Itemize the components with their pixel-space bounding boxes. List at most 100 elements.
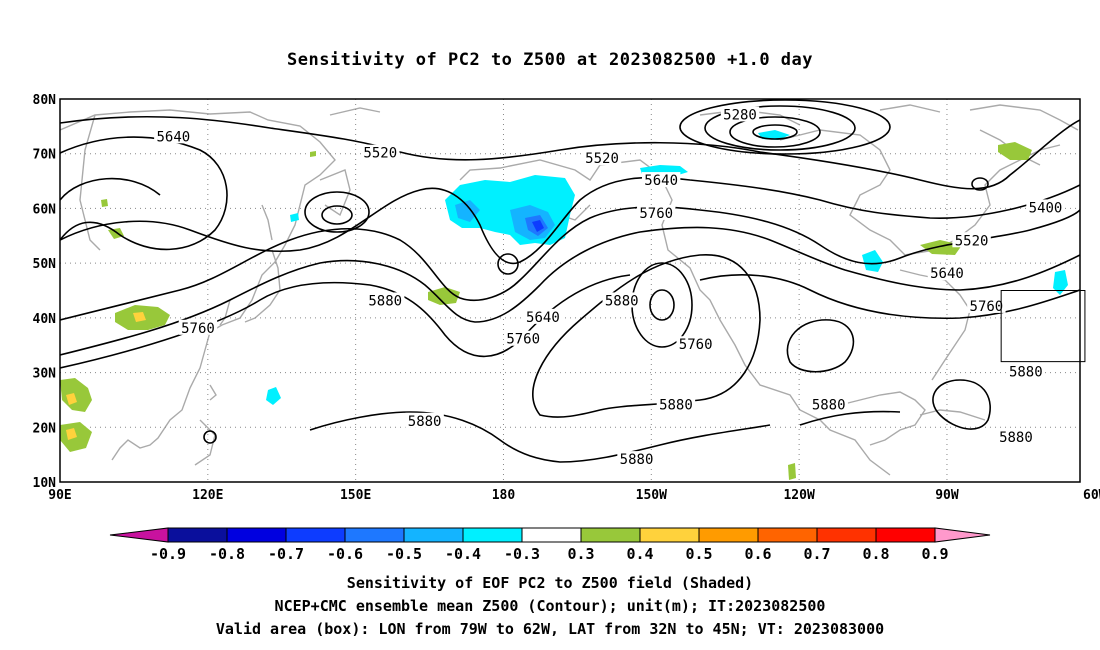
contour-label: 5880 (1009, 365, 1043, 381)
colorbar-high-arrow (934, 527, 991, 543)
x-tick-label: 150E (340, 488, 371, 503)
y-tick-label: 80N (33, 93, 57, 108)
colorbar-label: -0.7 (268, 545, 304, 563)
colorbar-label: -0.6 (327, 545, 363, 563)
shaded-sensitivity (60, 130, 1068, 480)
contour-5400 (971, 177, 989, 191)
sensitivity-patch (108, 228, 124, 239)
footer-line-2: NCEP+CMC ensemble mean Z500 (Contour); u… (274, 597, 826, 615)
colorbar-swatch (757, 527, 818, 543)
y-tick-label: 20N (33, 421, 57, 436)
x-tick-label: 60W (1083, 488, 1100, 503)
sensitivity-map: 5280 5640 5520 5520 5640 5760 5400 5520 5640 5760… (33, 93, 1100, 563)
sensitivity-patch (66, 428, 77, 440)
contour-5520 (304, 191, 370, 233)
contour-labels: 5280 5640 5520 5520 5640 5760 5400 5520 5640 5760… (154, 106, 1065, 468)
contour-label-bg (720, 106, 760, 122)
contour-label: 5520 (363, 146, 397, 162)
colorbar-low-arrow (109, 527, 169, 543)
contour-5880 (532, 254, 761, 418)
colorbar-swatch (403, 527, 464, 543)
contour-label-bg (676, 336, 715, 352)
contour-5640 (60, 136, 228, 251)
colorbar-label: 0.4 (626, 545, 653, 563)
contour-5520 (321, 205, 353, 225)
contour-label: 5640 (644, 173, 678, 189)
colorbar-swatch (816, 527, 877, 543)
plot-title: Sensitivity of PC2 to Z500 at 2023082500… (286, 50, 813, 70)
contour-label: 5520 (585, 151, 619, 167)
contour-label-bg (637, 204, 676, 220)
z500-contours (60, 99, 1080, 463)
sensitivity-patch (532, 220, 544, 232)
colorbar-swatch (462, 527, 523, 543)
contour-label: 5760 (679, 337, 713, 353)
x-tick-label: 120E (192, 488, 223, 503)
contour-5640 (60, 206, 1080, 321)
contour-label-bg (656, 396, 696, 412)
contour-label: 5880 (999, 430, 1033, 446)
x-tick-label: 90E (48, 488, 71, 503)
contour-5520 (704, 105, 856, 151)
contour-5520 (60, 115, 1080, 190)
colorbar-label: -0.4 (445, 545, 481, 563)
colorbar-swatch (167, 527, 228, 543)
contour-label-bg (602, 292, 641, 308)
contour-label: 5640 (930, 266, 964, 282)
contour-label: 5880 (812, 397, 846, 413)
sensitivity-patch (60, 378, 92, 412)
colorbar: -0.9 -0.8 -0.7 -0.6 -0.5 -0.4 -0.3 0.3 0.4 0.5 0.6… (109, 527, 991, 563)
colorbar-label: 0.3 (567, 545, 594, 563)
colorbar-label: 0.5 (685, 545, 712, 563)
graticule (60, 99, 1080, 482)
axis-tick-labels: 90E 120E 150E 180 150W 120W 90W 60W 80N 70N 60N 50N… (33, 93, 1100, 503)
map-frame (59, 98, 1081, 483)
map-background (60, 99, 1080, 482)
sensitivity-patch (428, 287, 460, 305)
colorbar-label: -0.8 (209, 545, 245, 563)
contour-5760 (60, 226, 1080, 356)
contour-label-bg (641, 172, 681, 188)
colorbar-swatch (639, 527, 700, 543)
contour-label-bg (503, 330, 543, 346)
colorbar-swatch (344, 527, 405, 543)
y-tick-label: 60N (33, 202, 57, 217)
colorbar-label: 0.7 (803, 545, 830, 563)
contour-label: 5280 (723, 107, 757, 123)
contour-label: 5880 (408, 414, 442, 430)
contour-label-bg (1006, 363, 1045, 379)
sensitivity-patch (788, 463, 796, 480)
colorbar-swatch (698, 527, 759, 543)
sensitivity-patch (101, 199, 108, 207)
contour-5880 (799, 410, 901, 426)
colorbar-swatch (875, 527, 936, 543)
contour-5280 (752, 124, 798, 140)
contour-label: 5400 (1029, 200, 1063, 216)
contour-label-bg (927, 265, 967, 281)
sensitivity-patch (266, 387, 281, 405)
contour-label-bg (952, 232, 991, 248)
sensitivity-patch (66, 393, 77, 405)
x-tick-label: 120W (783, 488, 814, 503)
contour-label-bg (617, 451, 656, 467)
contour-label: 5760 (639, 206, 673, 222)
y-tick-label: 10N (33, 476, 57, 491)
contour-label-bg (809, 396, 848, 412)
colorbar-swatch (580, 527, 641, 543)
contour-label: 5760 (970, 299, 1004, 315)
sensitivity-patch (455, 200, 480, 222)
x-tick-label: 180 (492, 488, 516, 503)
sensitivity-patch (1053, 270, 1068, 295)
contour-5640 (679, 99, 891, 155)
contour-5400 (729, 116, 821, 148)
y-tick-label: 70N (33, 148, 57, 163)
colorbar-label: -0.9 (150, 545, 186, 563)
contour-label: 5760 (506, 332, 540, 348)
contour-5880 (932, 379, 991, 430)
contour-5880 (699, 274, 1080, 320)
colorbar-label: -0.5 (386, 545, 422, 563)
contour-5880 (203, 430, 217, 444)
footer-line-1: Sensitivity of EOF PC2 to Z500 field (Sh… (346, 574, 754, 592)
contour-5640 (60, 177, 161, 201)
colorbar-label: 0.9 (921, 545, 948, 563)
